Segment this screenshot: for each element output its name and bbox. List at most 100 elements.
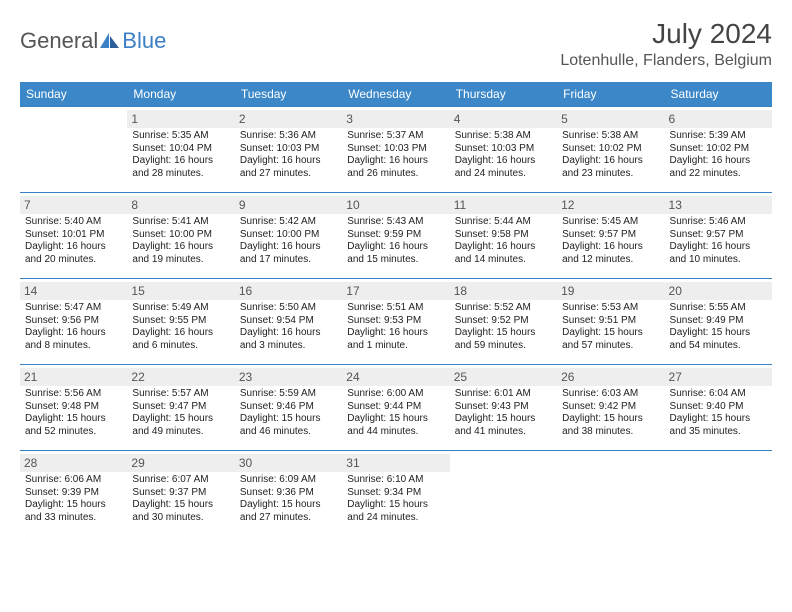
day-number: 8 [127,196,234,214]
calendar-cell: 21 Sunrise: 5:56 AMSunset: 9:48 PMDayligh… [20,365,127,451]
info-line: and 26 minutes. [347,168,444,181]
day-number: 20 [665,282,772,300]
calendar-cell: 23Sunrise: 5:59 AMSunset: 9:46 PMDayligh… [235,365,342,451]
info-line: Sunrise: 5:35 AM [132,130,229,143]
info-line: Sunset: 9:39 PM [25,487,122,500]
info-line: Sunset: 10:00 PM [240,229,337,242]
info-line: Sunrise: 5:39 AM [670,130,767,143]
info-line: Daylight: 15 hours [132,499,229,512]
info-line: Sunset: 9:47 PM [132,401,229,414]
info-line: Sunset: 9:43 PM [455,401,552,414]
info-line: and 14 minutes. [455,254,552,267]
calendar-cell: 13Sunrise: 5:46 AMSunset: 9:57 PMDayligh… [665,193,772,279]
day-number: 29 [127,454,234,472]
info-line: Daylight: 15 hours [240,413,337,426]
day-number: 30 [235,454,342,472]
info-line: Sunrise: 5:55 AM [670,302,767,315]
calendar-cell: 11Sunrise: 5:44 AMSunset: 9:58 PMDayligh… [450,193,557,279]
day-info: Sunrise: 5:38 AMSunset: 10:02 PMDaylight… [562,130,659,180]
info-line: Sunset: 10:00 PM [132,229,229,242]
info-line: Daylight: 16 hours [132,241,229,254]
header: General Blue July 2024 Lotenhulle, Fland… [20,18,772,74]
weekday-header: Thursday [450,82,557,107]
day-info: Sunrise: 5:35 AMSunset: 10:04 PMDaylight… [132,130,229,180]
calendar-cell: 15Sunrise: 5:49 AMSunset: 9:55 PMDayligh… [127,279,234,365]
info-line: Sunset: 9:57 PM [670,229,767,242]
calendar-cell: 5Sunrise: 5:38 AMSunset: 10:02 PMDayligh… [557,107,664,193]
day-number: 26 [557,368,664,386]
day-number: 4 [450,110,557,128]
day-number: 7 [20,196,127,214]
calendar-cell: 28Sunrise: 6:06 AMSunset: 9:39 PMDayligh… [20,451,127,537]
info-line: Daylight: 16 hours [240,327,337,340]
calendar-cell [450,451,557,537]
info-line: Sunset: 9:49 PM [670,315,767,328]
info-line: Daylight: 15 hours [25,499,122,512]
day-info: Sunrise: 5:49 AMSunset: 9:55 PMDaylight:… [132,302,229,352]
info-line: Daylight: 15 hours [240,499,337,512]
info-line: Daylight: 15 hours [562,327,659,340]
info-line: Daylight: 15 hours [455,413,552,426]
day-number: 14 [20,282,127,300]
info-line: Daylight: 16 hours [347,327,444,340]
day-info: Sunrise: 5:37 AMSunset: 10:03 PMDaylight… [347,130,444,180]
logo-text-general: General [20,28,98,54]
info-line: Sunrise: 5:40 AM [25,216,122,229]
info-line: and 57 minutes. [562,340,659,353]
info-line: and 41 minutes. [455,426,552,439]
weekday-header: Saturday [665,82,772,107]
info-line: Daylight: 16 hours [562,155,659,168]
day-info: Sunrise: 5:56 AMSunset: 9:48 PMDaylight:… [25,388,122,438]
day-number: 27 [665,368,772,386]
info-line: Sunrise: 5:42 AM [240,216,337,229]
info-line: Sunset: 9:54 PM [240,315,337,328]
calendar-cell: 26 Sunrise: 6:03 AMSunset: 9:42 PMDayligh… [557,365,664,451]
day-info: Sunrise: 5:46 AMSunset: 9:57 PMDaylight:… [670,216,767,266]
info-line: Sunrise: 6:00 AM [347,388,444,401]
info-line: Sunrise: 6:01 AM [455,388,552,401]
info-line: Sunset: 10:03 PM [347,143,444,156]
day-number: 1 [127,110,234,128]
day-info: Sunrise: 5:59 AMSunset: 9:46 PMDaylight:… [240,388,337,438]
info-line: and 19 minutes. [132,254,229,267]
info-line: and 23 minutes. [562,168,659,181]
calendar-cell: 2Sunrise: 5:36 AMSunset: 10:03 PMDayligh… [235,107,342,193]
info-line: and 15 minutes. [347,254,444,267]
info-line: and 35 minutes. [670,426,767,439]
calendar-cell: 24Sunrise: 6:00 AMSunset: 9:44 PMDayligh… [342,365,449,451]
info-line: Sunrise: 5:43 AM [347,216,444,229]
day-number: 16 [235,282,342,300]
info-line: and 27 minutes. [240,512,337,525]
calendar-cell: 30Sunrise: 6:09 AMSunset: 9:36 PMDayligh… [235,451,342,537]
info-line: Daylight: 15 hours [455,327,552,340]
weekday-header: Tuesday [235,82,342,107]
month-title: July 2024 [560,18,772,50]
info-line: Sunrise: 5:36 AM [240,130,337,143]
calendar-cell: 1 Sunrise: 5:35 AMSunset: 10:04 PMDayligh… [127,107,234,193]
info-line: Daylight: 15 hours [670,413,767,426]
info-line: and 54 minutes. [670,340,767,353]
day-info: Sunrise: 5:41 AMSunset: 10:00 PMDaylight… [132,216,229,266]
day-info: Sunrise: 6:03 AMSunset: 9:42 PMDaylight:… [562,388,659,438]
info-line: Sunset: 9:37 PM [132,487,229,500]
day-number: 6 [665,110,772,128]
day-number: 25 [450,368,557,386]
day-info: Sunrise: 5:51 AMSunset: 9:53 PMDaylight:… [347,302,444,352]
info-line: and 28 minutes. [132,168,229,181]
day-info: Sunrise: 5:57 AMSunset: 9:47 PMDaylight:… [132,388,229,438]
info-line: Sunset: 10:03 PM [455,143,552,156]
day-info: Sunrise: 5:50 AMSunset: 9:54 PMDaylight:… [240,302,337,352]
info-line: Sunrise: 5:44 AM [455,216,552,229]
day-number: 21 [20,368,127,386]
calendar-cell: 25 Sunrise: 6:01 AMSunset: 9:43 PMDayligh… [450,365,557,451]
info-line: Sunrise: 5:50 AM [240,302,337,315]
logo-sail-icon [100,33,120,49]
info-line: Sunset: 9:52 PM [455,315,552,328]
calendar-body: 1 Sunrise: 5:35 AMSunset: 10:04 PMDayligh… [20,107,772,537]
weekday-header: Wednesday [342,82,449,107]
day-info: Sunrise: 6:04 AMSunset: 9:40 PMDaylight:… [670,388,767,438]
calendar-cell: 16 Sunrise: 5:50 AMSunset: 9:54 PMDayligh… [235,279,342,365]
day-number: 18 [450,282,557,300]
calendar-cell: 27 Sunrise: 6:04 AMSunset: 9:40 PMDayligh… [665,365,772,451]
calendar-cell [20,107,127,193]
